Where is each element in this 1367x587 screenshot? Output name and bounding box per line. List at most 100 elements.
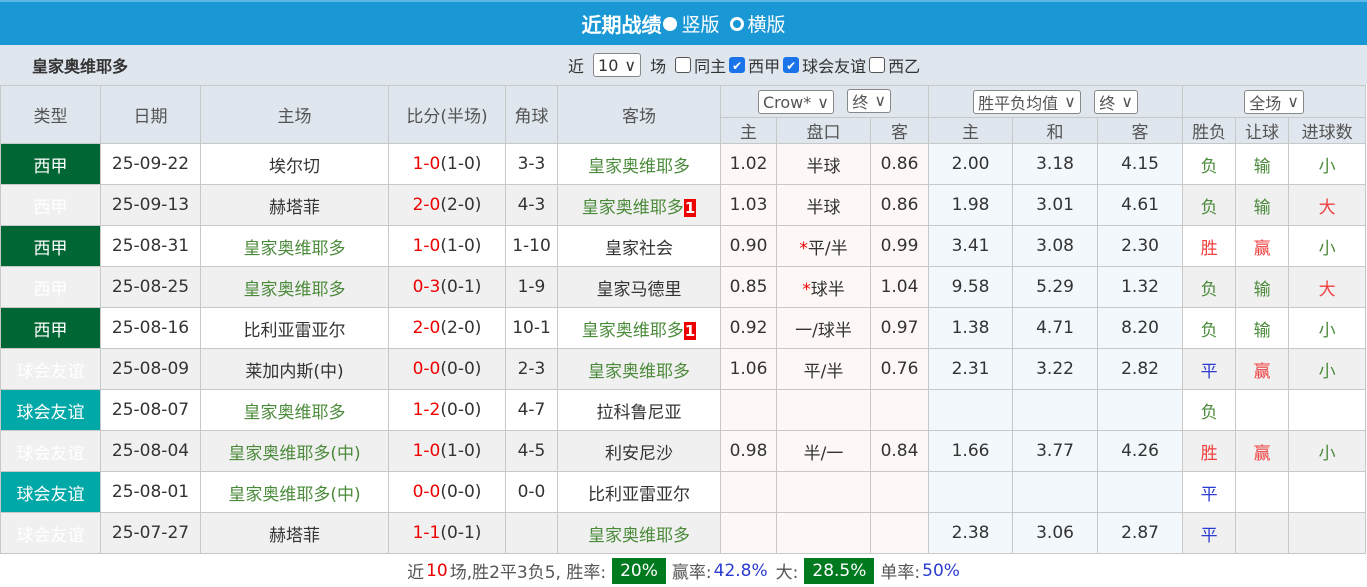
league-label[interactable]: 西甲 (33, 238, 68, 259)
radio-vertical[interactable] (663, 16, 678, 31)
home-team[interactable]: 皇家奥维耶多(中) (228, 443, 361, 464)
league-label[interactable]: 西甲 (33, 156, 68, 177)
away-team[interactable]: 皇家奥维耶多 (581, 197, 684, 218)
ah-header: Crow* ∨ 终 ∨ (719, 85, 930, 118)
league-label[interactable]: 球会友谊 (16, 443, 85, 464)
result-cell: 大 (1288, 266, 1367, 308)
league-label[interactable]: 球会友谊 (16, 402, 85, 423)
company-select[interactable]: Crow* ∨ (757, 90, 834, 115)
table-row[interactable]: 西甲 25-08-16 比利亚雷亚尔 2-0(2-0) 10-1 皇家奥维耶多1 0.92 一… (0, 307, 1367, 349)
handicap-line: 球半 (810, 279, 845, 300)
half-score: (0-1) (440, 523, 482, 543)
home-team[interactable]: 埃尔切 (269, 156, 320, 177)
filter-checkbox-1[interactable]: ✔ (729, 57, 746, 73)
result-cell: 平 (1182, 348, 1237, 390)
filter-checkbox-label[interactable]: 同主 (694, 57, 727, 76)
ah-away-cell (869, 471, 930, 513)
ah-away-cell: 0.86 (869, 184, 930, 226)
corner-cell: 2-3 (505, 348, 558, 390)
result-0: 负 (1200, 279, 1218, 300)
away-cell: 皇家奥维耶多1 (557, 307, 721, 349)
radio-horizontal-label[interactable]: 横版 (747, 14, 786, 36)
ox-value: 胜平负均值 (978, 93, 1059, 113)
date-cell: 25-08-07 (100, 389, 201, 431)
ox-cell: 1.32 (1097, 266, 1184, 308)
ox-cell: 4.15 (1097, 143, 1184, 185)
ying-rate: 42.8% (713, 560, 768, 581)
ox-cell: 2.82 (1097, 348, 1184, 390)
ox-odds: 5.29 (1036, 277, 1074, 297)
home-team[interactable]: 莱加内斯(中) (245, 361, 344, 382)
away-team[interactable]: 拉科鲁尼亚 (596, 402, 682, 423)
ox-cell (1097, 471, 1184, 513)
filter-checkbox-label[interactable]: 西甲 (748, 57, 781, 76)
home-team[interactable]: 皇家奥维耶多 (243, 402, 346, 423)
chevron-down-icon: ∨ (817, 92, 829, 112)
period-select[interactable]: 全场 ∨ (1244, 89, 1304, 114)
score-cell: 2-0(2-0) (388, 307, 506, 349)
table-row[interactable]: 西甲 25-08-31 皇家奥维耶多 1-0(1-0) 1-10 皇家社会 0.90 *平/半… (0, 225, 1367, 267)
league-label[interactable]: 球会友谊 (16, 484, 85, 505)
summary-count: 10 (426, 560, 448, 581)
filter-checkbox-2[interactable]: ✔ (783, 57, 800, 73)
away-cell: 拉科鲁尼亚 (557, 389, 721, 431)
away-team[interactable]: 皇家马德里 (596, 279, 682, 300)
away-team[interactable]: 比利亚雷亚尔 (588, 484, 690, 505)
ox-odds: 2.00 (951, 154, 990, 174)
league-label[interactable]: 西甲 (33, 279, 68, 300)
home-cell: 埃尔切 (200, 143, 389, 185)
league-label[interactable]: 球会友谊 (16, 525, 85, 546)
league-label[interactable]: 西甲 (33, 320, 68, 341)
ox-odds: 3.77 (1036, 441, 1074, 461)
league-cell: 西甲 (0, 266, 101, 308)
home-team[interactable]: 赫塔菲 (269, 197, 320, 218)
away-team[interactable]: 皇家奥维耶多 (588, 525, 690, 546)
away-team[interactable]: 皇家奥维耶多 (588, 156, 690, 177)
home-cell: 赫塔菲 (200, 512, 389, 554)
table-row[interactable]: 球会友谊 25-08-01 皇家奥维耶多(中) 0-0(0-0) 0-0 比利亚雷亚尔平 (0, 471, 1367, 513)
col-home: 主场 (200, 85, 389, 144)
away-team[interactable]: 利安尼沙 (605, 443, 673, 464)
home-team[interactable]: 皇家奥维耶多 (243, 279, 346, 300)
ah-away-cell: 1.04 (869, 266, 930, 308)
ox-cell: 3.77 (1012, 430, 1099, 472)
date-cell: 25-09-13 (100, 184, 201, 226)
table-row[interactable]: 西甲 25-09-13 赫塔菲 2-0(2-0) 4-3 皇家奥维耶多1 1.03 半球 0.8… (0, 184, 1367, 226)
home-team[interactable]: 赫塔菲 (269, 525, 320, 546)
away-team[interactable]: 皇家奥维耶多 (581, 320, 684, 341)
date-cell: 25-08-31 (100, 225, 201, 267)
filter-checkbox-label[interactable]: 西乙 (888, 57, 921, 76)
result-cell (1288, 389, 1367, 431)
result-1: 输 (1253, 197, 1271, 218)
corner-cell: 10-1 (505, 307, 558, 349)
home-team[interactable]: 皇家奥维耶多(中) (228, 484, 361, 505)
table-row[interactable]: 西甲 25-08-25 皇家奥维耶多 0-3(0-1) 1-9 皇家马德里 0.85 *球半 1… (0, 266, 1367, 308)
away-team[interactable]: 皇家社会 (605, 238, 673, 259)
table-row[interactable]: 球会友谊 25-08-07 皇家奥维耶多 1-2(0-0) 4-7 拉科鲁尼亚 负 (0, 389, 1367, 431)
radio-horizontal[interactable] (729, 16, 744, 31)
home-team[interactable]: 皇家奥维耶多 (243, 238, 346, 259)
subcol-header: 盘口 (776, 117, 871, 144)
match-date: 25-08-04 (111, 441, 190, 461)
filter-checkbox-label[interactable]: 球会友谊 (802, 57, 867, 76)
filter-checkbox-3[interactable] (869, 57, 886, 73)
away-team[interactable]: 皇家奥维耶多 (588, 361, 690, 382)
table-row[interactable]: 球会友谊 25-08-04 皇家奥维耶多(中) 1-0(1-0) 4-5 利安尼沙 0.98… (0, 430, 1367, 472)
table-row[interactable]: 西甲 25-09-22 埃尔切 1-0(1-0) 3-3 皇家奥维耶多 1.02 半球 0.86… (0, 143, 1367, 185)
summary-text: 单率: (880, 563, 921, 583)
radio-vertical-label[interactable]: 竖版 (681, 14, 720, 36)
table-row[interactable]: 球会友谊 25-07-27 赫塔菲 1-1(0-1) 皇家奥维耶多 2.38 3.06 2.8… (0, 512, 1367, 554)
ah-stage-select[interactable]: 终 ∨ (847, 88, 892, 113)
ox-odds: 3.41 (951, 236, 990, 256)
ox-select[interactable]: 胜平负均值 ∨ (973, 89, 1081, 114)
result-cell: 输 (1235, 184, 1290, 226)
filter-checkbox-0[interactable] (675, 57, 692, 73)
ox-stage-select[interactable]: 终 ∨ (1094, 89, 1138, 114)
league-label[interactable]: 球会友谊 (16, 361, 85, 382)
ah-home-odds: 1.03 (729, 195, 768, 215)
table-row[interactable]: 球会友谊 25-08-09 莱加内斯(中) 0-0(0-0) 2-3 皇家奥维耶多 1.06… (0, 348, 1367, 390)
ox-cell: 4.61 (1097, 184, 1184, 226)
home-team[interactable]: 比利亚雷亚尔 (243, 320, 346, 341)
league-label[interactable]: 西甲 (33, 197, 68, 218)
match-count-select[interactable]: 10 ∨ (593, 53, 642, 77)
